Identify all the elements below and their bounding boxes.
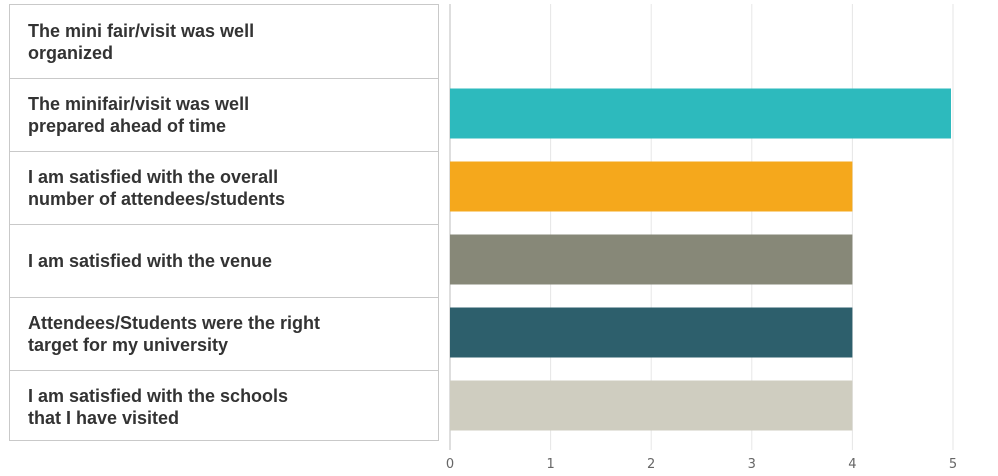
category-label-line: number of attendees/students: [28, 189, 286, 209]
category-label: I am satisfied with the venue: [28, 250, 272, 272]
x-tick-label: 0: [446, 457, 454, 472]
category-label: I am satisfied with the overall number o…: [28, 166, 285, 210]
category-label-line: Attendees/Students were the right: [28, 313, 321, 333]
x-tick-label: 1: [546, 457, 554, 472]
category-label-line: I am satisfied with the overall: [28, 167, 279, 187]
category-label-line: organized: [28, 42, 114, 63]
category-label-line: The minifair/visit was well: [28, 94, 250, 114]
category-label-row: I am satisfied with the schools that I h…: [10, 370, 438, 442]
bar: [450, 380, 853, 431]
bar-chart-plot: 0 1 2 3 4 5: [446, 4, 989, 472]
x-tick-label: 3: [748, 457, 756, 472]
category-label: Attendees/Students were the right target…: [28, 312, 320, 356]
category-label-line: target for my university: [28, 335, 229, 355]
category-label: The minifair/visit was well prepared ahe…: [28, 93, 249, 137]
bar: [450, 307, 853, 358]
category-label-line: I am satisfied with the schools: [28, 385, 289, 406]
category-label-row: Attendees/Students were the right target…: [10, 297, 438, 370]
category-label-row: I am satisfied with the overall number o…: [10, 151, 438, 224]
category-label-line: I am satisfied with the venue: [28, 251, 273, 271]
bar: [450, 161, 853, 212]
category-label-line: prepared ahead of time: [28, 116, 227, 136]
bar: [450, 88, 951, 139]
category-label: I am satisfied with the schools that I h…: [28, 385, 288, 429]
category-label-line: that I have visited: [28, 407, 180, 428]
x-tick-label: 2: [647, 457, 655, 472]
x-tick-label: 4: [848, 457, 856, 472]
category-label-line: The mini fair/visit was well: [28, 20, 255, 41]
plot-area: [446, 4, 989, 442]
category-label-row: The minifair/visit was well prepared ahe…: [10, 78, 438, 151]
category-label: The mini fair/visit was well organized: [28, 20, 254, 64]
category-label-panel: The mini fair/visit was well organized T…: [9, 4, 439, 441]
category-label-row: I am satisfied with the venue: [10, 224, 438, 297]
category-label-row: The mini fair/visit was well organized: [10, 5, 438, 78]
bar: [450, 234, 853, 285]
x-tick-label: 5: [949, 457, 957, 472]
